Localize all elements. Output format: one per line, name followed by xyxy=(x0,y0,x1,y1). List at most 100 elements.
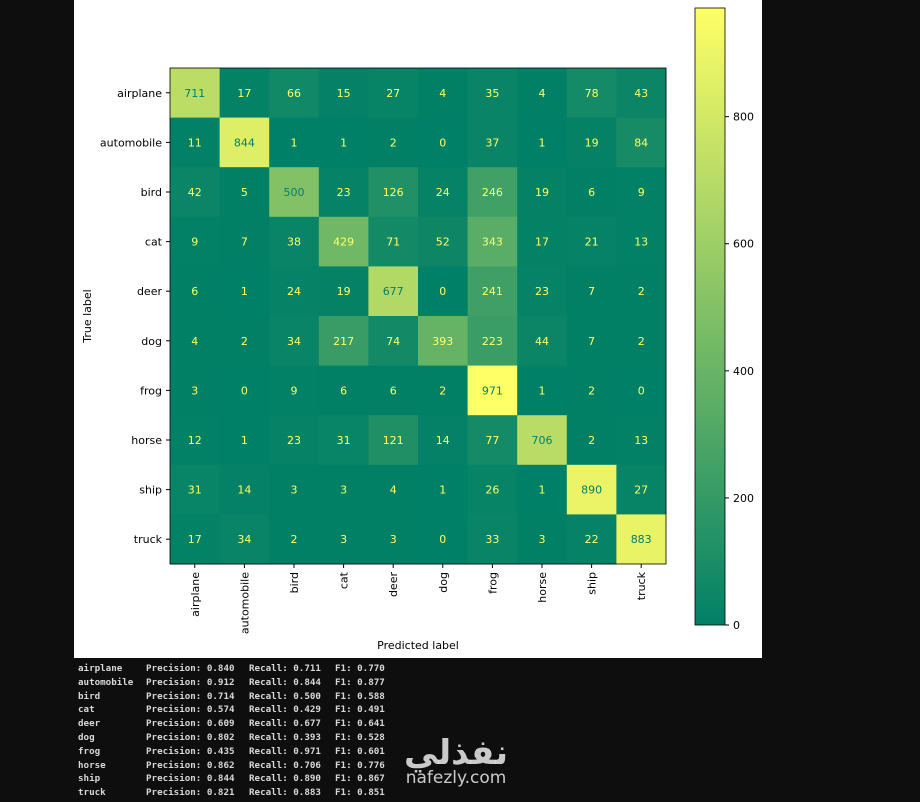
matrix-cell xyxy=(170,117,221,168)
cell-value: 500 xyxy=(284,186,305,199)
matrix-cell xyxy=(467,167,518,218)
cell-value: 2 xyxy=(638,285,645,298)
cell-value: 343 xyxy=(482,236,503,249)
matrix-cell xyxy=(616,514,667,565)
cell-value: 4 xyxy=(191,335,198,348)
y-tick-label: automobile xyxy=(100,136,162,149)
cell-value: 6 xyxy=(191,285,198,298)
report-recall: Recall: 0.677 xyxy=(249,718,321,730)
report-row: dog Precision: 0.802 Recall: 0.393 F1: 0.52… xyxy=(78,731,385,745)
x-tick-label: truck xyxy=(635,571,648,600)
matrix-cell xyxy=(566,316,617,367)
matrix-cell xyxy=(467,365,518,416)
x-tick-label: deer xyxy=(387,572,400,598)
cell-value: 2 xyxy=(439,384,446,397)
matrix-cell xyxy=(467,415,518,466)
cell-value: 13 xyxy=(634,236,648,249)
matrix-cell xyxy=(170,514,221,565)
cell-value: 34 xyxy=(287,335,301,348)
report-precision: Precision: 0.435 xyxy=(146,745,235,757)
x-tick-label: dog xyxy=(437,572,450,593)
matrix-cell xyxy=(269,415,320,466)
cell-value: 0 xyxy=(439,285,446,298)
cell-value: 74 xyxy=(386,335,400,348)
cell-value: 77 xyxy=(485,434,499,447)
report-row: bird Precision: 0.714 Recall: 0.500 F1: 0.5… xyxy=(78,690,385,704)
report-f1: F1: 0.776 xyxy=(335,759,385,771)
matrix-cell xyxy=(418,266,469,317)
matrix-cell xyxy=(170,415,221,466)
cell-value: 711 xyxy=(184,87,205,100)
cell-value: 0 xyxy=(241,384,248,397)
matrix-cell xyxy=(269,514,320,565)
report-precision: Precision: 0.574 xyxy=(146,704,235,716)
matrix-cell xyxy=(566,266,617,317)
cell-value: 2 xyxy=(588,434,595,447)
cell-value: 37 xyxy=(485,136,499,149)
cell-value: 21 xyxy=(585,236,599,249)
matrix-cell xyxy=(170,365,221,416)
matrix-cell xyxy=(517,117,568,168)
matrix-cell xyxy=(318,365,369,416)
cell-value: 393 xyxy=(432,335,453,348)
x-tick-label: horse xyxy=(536,572,549,603)
cell-value: 14 xyxy=(237,484,251,497)
y-tick-label: frog xyxy=(140,384,162,397)
colorbar-tick-label: 800 xyxy=(733,111,754,124)
matrix-cell xyxy=(616,365,667,416)
report-row: cat Precision: 0.574 Recall: 0.429 F1: 0.49… xyxy=(78,703,385,717)
matrix-cell xyxy=(269,216,320,267)
matrix-cell xyxy=(269,266,320,317)
matrix-cell xyxy=(517,266,568,317)
matrix-cell xyxy=(269,68,320,119)
y-tick-label: airplane xyxy=(117,87,162,100)
cell-value: 2 xyxy=(241,335,248,348)
x-tick-label: cat xyxy=(338,571,351,589)
cell-value: 43 xyxy=(634,87,648,100)
cell-value: 22 xyxy=(585,533,599,546)
report-precision: Precision: 0.802 xyxy=(146,731,235,743)
report-recall: Recall: 0.883 xyxy=(249,787,321,799)
report-label: bird xyxy=(78,690,101,702)
colorbar-tick-label: 600 xyxy=(733,238,754,251)
report-precision: Precision: 0.912 xyxy=(146,676,235,688)
cell-value: 429 xyxy=(333,236,354,249)
matrix-cell xyxy=(566,464,617,515)
matrix-cell xyxy=(368,68,419,119)
matrix-cell xyxy=(170,266,221,317)
cell-value: 4 xyxy=(390,484,397,497)
matrix-cell xyxy=(418,167,469,218)
colorbar-tick-label: 0 xyxy=(733,619,740,632)
report-precision: Precision: 0.609 xyxy=(146,718,235,730)
cell-value: 13 xyxy=(634,434,648,447)
cell-value: 0 xyxy=(638,384,645,397)
cell-value: 23 xyxy=(535,285,549,298)
cell-value: 7 xyxy=(588,335,595,348)
matrix-cell xyxy=(616,316,667,367)
matrix-cell xyxy=(318,68,369,119)
matrix-cell xyxy=(318,464,369,515)
cell-value: 1 xyxy=(539,136,546,149)
matrix-cell xyxy=(418,117,469,168)
matrix-cell xyxy=(219,316,270,367)
report-label: deer xyxy=(78,718,101,730)
cell-value: 19 xyxy=(337,285,351,298)
report-label: ship xyxy=(78,773,101,785)
matrix-cell xyxy=(616,464,667,515)
cell-value: 23 xyxy=(287,434,301,447)
matrix-cell xyxy=(318,167,369,218)
matrix-cell xyxy=(170,216,221,267)
cell-value: 34 xyxy=(237,533,251,546)
cell-value: 15 xyxy=(337,87,351,100)
matrix-cell xyxy=(418,415,469,466)
matrix-cell xyxy=(368,514,419,565)
matrix-cell xyxy=(368,316,419,367)
cell-value: 31 xyxy=(337,434,351,447)
cell-value: 27 xyxy=(386,87,400,100)
cell-value: 9 xyxy=(291,384,298,397)
matrix-cell xyxy=(368,167,419,218)
matrix-cell xyxy=(467,464,518,515)
cell-value: 42 xyxy=(188,186,202,199)
report-recall: Recall: 0.711 xyxy=(249,663,321,674)
matrix-cell xyxy=(566,68,617,119)
